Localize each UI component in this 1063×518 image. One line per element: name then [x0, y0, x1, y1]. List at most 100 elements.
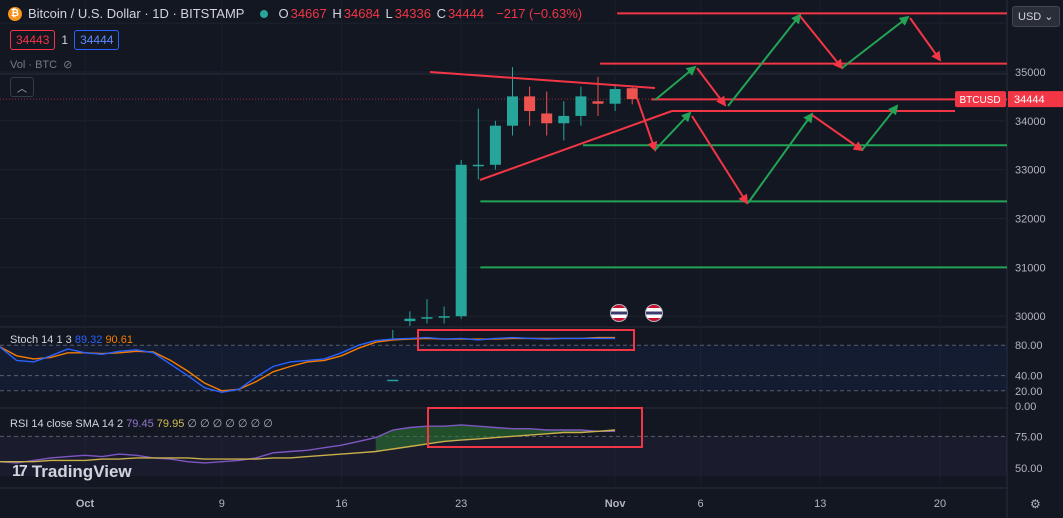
highlight-box[interactable]	[417, 329, 635, 351]
candle-body[interactable]	[472, 164, 484, 167]
projection-arrow[interactable]	[799, 15, 844, 70]
projection-arrow[interactable]	[654, 65, 697, 101]
stoch-tick-label: 80.00	[1015, 340, 1043, 352]
stoch-band	[0, 345, 1007, 391]
candle-body[interactable]	[609, 89, 621, 104]
candle-body[interactable]	[438, 316, 450, 318]
rsi-name: RSI 14 close SMA 14 2	[10, 418, 124, 430]
rsi-band	[0, 436, 1007, 476]
time-tick-label: 6	[698, 498, 704, 510]
rsi-value: 79.45	[126, 418, 154, 430]
drawing-annotations[interactable]	[429, 12, 1007, 269]
candle-body[interactable]	[558, 115, 570, 124]
candle-body[interactable]	[455, 164, 467, 317]
stoch-name: Stoch 14 1 3	[10, 334, 72, 346]
trend-line[interactable]	[429, 71, 656, 89]
rsi-tick-label: 50.00	[1015, 463, 1043, 475]
rsi-legend[interactable]: RSI 14 close SMA 14 2 79.45 79.95 ∅ ∅ ∅ …	[10, 417, 273, 430]
stoch-tick-label: 20.00	[1015, 386, 1043, 398]
last-price-tag	[1008, 91, 1063, 108]
tradingview-logo-text: TradingView	[31, 462, 132, 481]
projection-arrow[interactable]	[636, 97, 658, 152]
gear-icon[interactable]: ⚙	[1030, 497, 1041, 511]
rsi-overbought-fill	[375, 424, 616, 452]
symbol-header: ₿ Bitcoin / U.S. Dollar · 1D · BITSTAMP …	[8, 6, 582, 21]
rsi-tick-label: 75.00	[1015, 431, 1043, 443]
market-status-icon	[260, 9, 269, 18]
sell-button[interactable]: 34443	[10, 30, 56, 50]
candle-body[interactable]	[387, 379, 399, 382]
time-tick-label: 13	[814, 498, 826, 510]
rsi-sma-value: 79.95	[156, 418, 185, 430]
stoch-legend[interactable]: Stoch 14 1 3 89.32 90.61	[10, 334, 133, 346]
ohlc-values: O 34667 H 34684 L 34336 C 34444	[278, 6, 485, 21]
price-tick-label: 30000	[1015, 311, 1046, 323]
candle-body[interactable]	[575, 96, 587, 116]
projection-arrow[interactable]	[747, 112, 814, 204]
projection-arrow[interactable]	[727, 13, 802, 107]
projection-arrow[interactable]	[909, 17, 942, 62]
projection-arrow[interactable]	[696, 67, 727, 107]
stoch-series-line[interactable]	[0, 336, 616, 392]
eye-hidden-icon[interactable]: ⊘	[63, 59, 73, 71]
projection-arrow[interactable]	[811, 114, 864, 152]
trend-line[interactable]	[479, 110, 673, 181]
stoch-k-value: 89.32	[74, 334, 103, 346]
buy-button[interactable]: 34444	[74, 30, 120, 50]
tradingview-logo: 17 TradingView	[12, 462, 132, 482]
time-tick-label: 9	[219, 498, 225, 510]
chevron-down-icon: ⌄	[1044, 11, 1054, 23]
time-tick-label: 20	[934, 498, 946, 510]
us-flag-event-icon[interactable]	[610, 304, 628, 322]
rsi-empty-values: ∅ ∅ ∅ ∅ ∅ ∅ ∅	[187, 418, 273, 430]
symbol-price-tag	[955, 91, 1006, 108]
rsi-series-line[interactable]	[0, 429, 616, 466]
volume-legend: Vol · BTC ⊘	[10, 58, 73, 72]
projection-arrow[interactable]	[691, 115, 749, 205]
price-tick-label: 32000	[1015, 214, 1046, 226]
stoch-series-line[interactable]	[0, 336, 616, 394]
tradingview-logo-icon: 17	[12, 463, 28, 480]
time-tick-label: 23	[455, 498, 467, 510]
time-tick-label: Nov	[605, 498, 627, 510]
candle-body[interactable]	[507, 96, 518, 126]
projection-arrow[interactable]	[654, 111, 692, 151]
spread-value: 1	[61, 33, 69, 47]
projection-arrow[interactable]	[861, 104, 899, 151]
trade-buttons: 34443 1 34444	[10, 30, 120, 50]
us-flag-event-icon[interactable]	[645, 304, 663, 322]
candle-body[interactable]	[421, 317, 433, 319]
candle-body[interactable]	[541, 113, 553, 124]
price-tick-label: 33000	[1015, 165, 1046, 177]
chart-grid	[0, 0, 1008, 518]
symbol-price-tag-label: BTCUSD	[959, 95, 1000, 106]
candle-body[interactable]	[592, 101, 604, 104]
currency-selector[interactable]: USD ⌄	[1012, 6, 1060, 27]
rsi-pane[interactable]: 50.00 75.00	[0, 407, 1043, 476]
rsi-series-line[interactable]	[0, 424, 616, 466]
highlight-box[interactable]	[427, 407, 643, 448]
time-tick-label: Oct	[76, 498, 95, 510]
chevron-up-icon: ︿	[17, 83, 27, 95]
stoch-d-value: 90.61	[105, 334, 133, 346]
currency-label: USD	[1018, 11, 1042, 23]
collapse-legend-button[interactable]: ︿	[10, 77, 34, 97]
candle-body[interactable]	[404, 318, 416, 322]
stoch-tick-label: 0.00	[1015, 401, 1036, 413]
last-price-tag-label: 34444	[1014, 94, 1045, 106]
projection-arrow[interactable]	[841, 15, 910, 69]
candlestick-series[interactable]	[387, 67, 638, 382]
candle-body[interactable]	[524, 96, 536, 112]
candle-body[interactable]	[489, 125, 501, 165]
price-change: −217 (−0.63%)	[496, 6, 583, 21]
symbol-title[interactable]: Bitcoin / U.S. Dollar · 1D · BITSTAMP	[28, 6, 245, 21]
volume-label: Vol · BTC	[10, 58, 58, 71]
price-tick-label: 31000	[1015, 262, 1046, 274]
price-tick-label: 34000	[1015, 116, 1046, 128]
stoch-pane[interactable]: 0.00 20.00 40.00 80.00	[0, 329, 1043, 413]
candle-body[interactable]	[626, 88, 638, 100]
time-tick-label: 16	[335, 498, 347, 510]
price-tick-label: 35000	[1015, 67, 1046, 79]
bitcoin-icon: ₿	[8, 6, 22, 21]
